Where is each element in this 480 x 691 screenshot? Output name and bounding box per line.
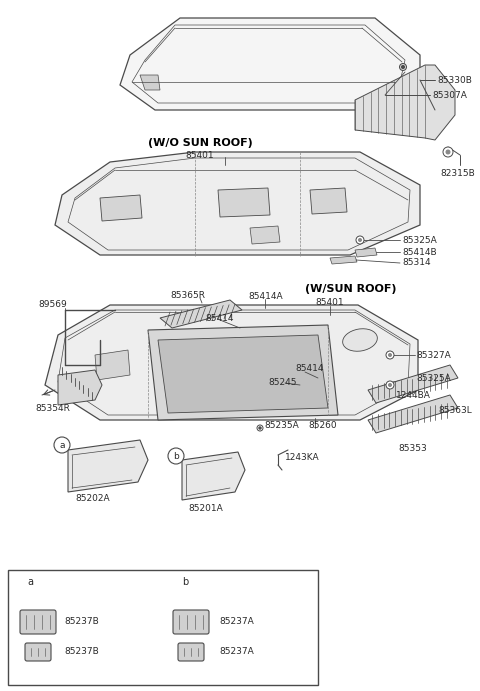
Polygon shape [55, 152, 420, 255]
Text: 85414: 85414 [295, 363, 324, 372]
Circle shape [168, 448, 184, 464]
Circle shape [386, 381, 394, 389]
Text: 85245: 85245 [268, 377, 297, 386]
Circle shape [388, 384, 392, 386]
Text: 85237B: 85237B [64, 647, 99, 656]
Circle shape [388, 354, 392, 357]
Text: 89569: 89569 [38, 299, 67, 308]
Polygon shape [310, 188, 347, 214]
Text: 85237B: 85237B [64, 618, 99, 627]
Polygon shape [355, 248, 377, 257]
Text: 85307A: 85307A [432, 91, 467, 100]
Text: 85202A: 85202A [75, 493, 109, 502]
Circle shape [176, 573, 194, 591]
Polygon shape [148, 325, 338, 420]
FancyBboxPatch shape [20, 610, 56, 634]
Text: 85353: 85353 [398, 444, 427, 453]
FancyBboxPatch shape [8, 570, 318, 685]
Text: 85237A: 85237A [219, 647, 254, 656]
Text: 85365R: 85365R [170, 290, 205, 299]
Text: 85235A: 85235A [264, 421, 299, 430]
FancyBboxPatch shape [173, 610, 209, 634]
Text: 85363L: 85363L [438, 406, 472, 415]
Text: 82315B: 82315B [440, 169, 475, 178]
Circle shape [386, 351, 394, 359]
Text: 85325A: 85325A [402, 236, 437, 245]
Text: 1244BA: 1244BA [396, 390, 431, 399]
Polygon shape [58, 370, 102, 405]
Circle shape [21, 573, 39, 591]
Circle shape [443, 147, 453, 157]
Circle shape [259, 427, 261, 429]
Text: 85325A: 85325A [416, 374, 451, 383]
Text: 85401: 85401 [185, 151, 214, 160]
Polygon shape [140, 75, 160, 90]
Polygon shape [355, 65, 455, 140]
Text: 1243KA: 1243KA [285, 453, 320, 462]
Text: 85260: 85260 [308, 421, 336, 430]
Polygon shape [182, 452, 245, 500]
Text: 85327A: 85327A [416, 350, 451, 359]
Text: 85414: 85414 [205, 314, 233, 323]
Text: 85201A: 85201A [188, 504, 223, 513]
Text: 85330B: 85330B [437, 75, 472, 84]
Polygon shape [120, 18, 420, 110]
Polygon shape [45, 305, 418, 420]
Circle shape [446, 150, 450, 154]
Circle shape [54, 437, 70, 453]
Polygon shape [218, 188, 270, 217]
Circle shape [257, 425, 263, 431]
FancyBboxPatch shape [25, 643, 51, 661]
Text: b: b [173, 451, 179, 460]
Polygon shape [330, 256, 357, 264]
Polygon shape [68, 440, 148, 492]
Text: b: b [182, 577, 188, 587]
Circle shape [359, 238, 361, 241]
Polygon shape [250, 226, 280, 244]
Text: a: a [27, 577, 33, 587]
Text: (W/SUN ROOF): (W/SUN ROOF) [305, 284, 396, 294]
Circle shape [356, 236, 364, 244]
Text: 85314: 85314 [402, 258, 431, 267]
Ellipse shape [343, 329, 377, 351]
Text: 85414A: 85414A [248, 292, 283, 301]
Text: 85237A: 85237A [219, 618, 254, 627]
Polygon shape [95, 350, 130, 380]
Text: (W/O SUN ROOF): (W/O SUN ROOF) [148, 138, 253, 148]
FancyBboxPatch shape [178, 643, 204, 661]
Text: 85414B: 85414B [402, 247, 437, 256]
Circle shape [401, 66, 405, 68]
Text: 85401: 85401 [315, 298, 344, 307]
Circle shape [399, 64, 407, 70]
Polygon shape [100, 195, 142, 221]
Polygon shape [160, 300, 242, 328]
Text: 85354R: 85354R [35, 404, 70, 413]
Polygon shape [368, 365, 458, 403]
Polygon shape [158, 335, 328, 413]
Polygon shape [368, 395, 458, 433]
Text: a: a [59, 440, 65, 450]
